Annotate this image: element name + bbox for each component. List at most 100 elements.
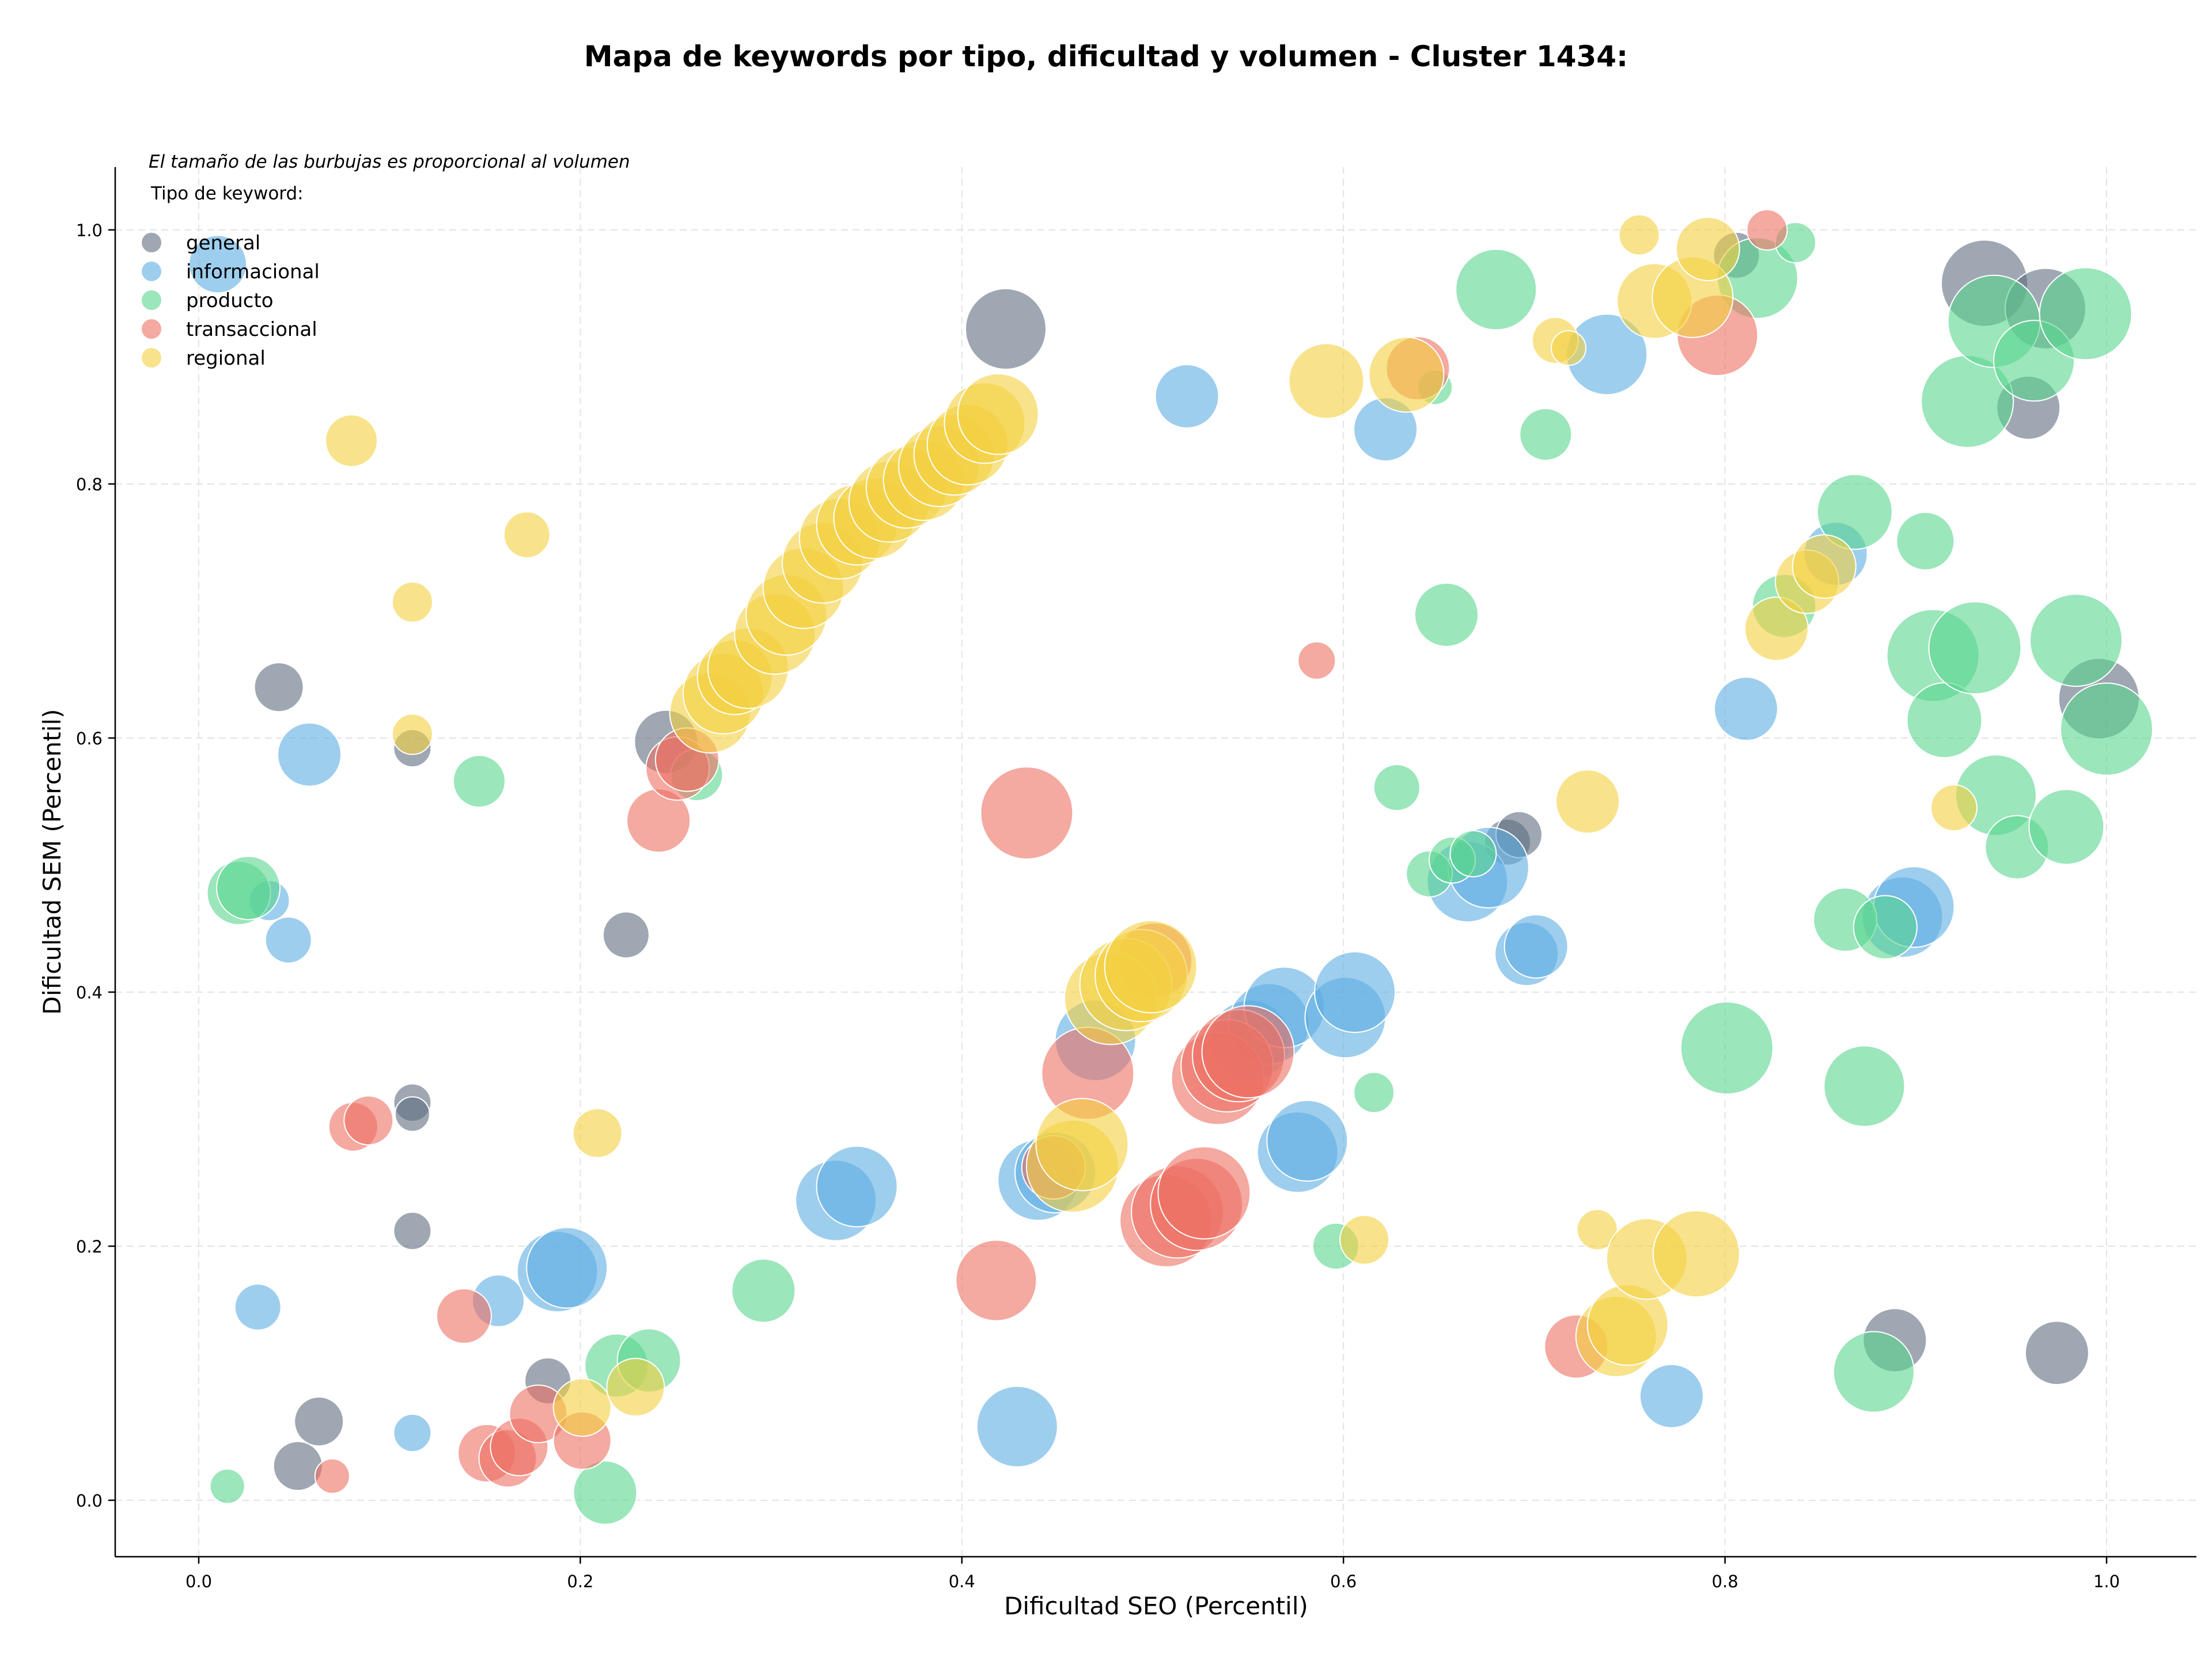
bubble-producto [1519, 408, 1573, 461]
bubble-producto [452, 755, 506, 808]
bubble-transaccional [955, 1239, 1037, 1322]
series-producto [206, 222, 2153, 1525]
y-tick-label: 0.4 [76, 983, 103, 1002]
x-tick-label: 1.0 [2093, 1572, 2120, 1591]
bubble-regional [552, 1378, 612, 1437]
axes [114, 167, 2196, 1558]
y-tick-label: 0.2 [76, 1237, 103, 1257]
bubble-producto [1353, 1072, 1395, 1114]
legend-label-producto: producto [186, 289, 274, 312]
bubble-general [272, 1441, 323, 1491]
y-axis-label: Dificultad SEM (Percentil) [38, 709, 66, 1015]
bubble-transaccional [1157, 1146, 1251, 1240]
bubble-transaccional [343, 1095, 394, 1146]
bubble-regional [572, 1108, 623, 1159]
bubble-informacional [1639, 1364, 1704, 1429]
bubble-informacional [1266, 1100, 1349, 1182]
bubble-regional [1368, 336, 1445, 413]
bubble-producto [2029, 593, 2123, 687]
bubble-producto [573, 1460, 638, 1525]
bubble-regional [606, 1357, 665, 1417]
bubble-regional [1618, 214, 1660, 256]
bubble-informacional [234, 1283, 282, 1331]
bubble-size-note: El tamaño de las burbujas es proporciona… [149, 152, 630, 172]
bubble-producto [1896, 512, 1955, 571]
bubble-regional [1288, 343, 1365, 419]
y-tick-label: 0.0 [76, 1491, 103, 1511]
legend-title: Tipo de keyword: [150, 183, 304, 204]
bubble-regional [1035, 1098, 1129, 1191]
y-tick-label: 1.0 [76, 221, 103, 240]
bubble-transaccional [1297, 641, 1336, 680]
bubble-producto [1414, 582, 1479, 648]
x-tick-label: 0.4 [949, 1572, 975, 1591]
bubble-regional [1555, 769, 1620, 834]
x-tick-label: 0.8 [1712, 1572, 1738, 1591]
series-regional [325, 214, 1978, 1437]
bubble-producto [1823, 1045, 1906, 1127]
bubble-regional [1652, 1210, 1740, 1298]
bubble-informacional [264, 916, 312, 964]
bubble-producto [2028, 789, 2105, 865]
bubble-regional [1104, 920, 1198, 1013]
bubble-informacional [526, 1227, 608, 1309]
legend-marker-transaccional [142, 319, 161, 339]
bubble-producto [1832, 1331, 1915, 1413]
bubble-producto [2039, 267, 2133, 361]
legend-marker-regional [142, 348, 161, 368]
bubble-producto [216, 856, 281, 921]
bubble-regional [1791, 534, 1857, 599]
legend-label-transaccional: transaccional [186, 318, 317, 341]
bubble-general [253, 662, 304, 713]
chart-title: Mapa de keywords por tipo, dificultad y … [584, 40, 1628, 73]
y-tick-label: 0.6 [76, 729, 103, 748]
bubble-regional [1744, 596, 1809, 661]
bubble-transaccional [1746, 209, 1788, 251]
bubble-producto [1816, 474, 1893, 550]
bubble-informacional [976, 1386, 1058, 1468]
bubble-transaccional [1201, 1005, 1295, 1099]
bubble-producto [1928, 601, 2022, 695]
bubble-general [965, 288, 1047, 370]
x-tick-label: 0.2 [567, 1572, 593, 1591]
legend-marker-informacional [142, 262, 161, 281]
bubble-general [394, 1096, 430, 1132]
x-axis-label: Dificultad SEO (Percentil) [1004, 1592, 1308, 1620]
bubble-transaccional [980, 766, 1074, 860]
legend-marker-general [142, 233, 161, 252]
bubble-producto [1455, 248, 1537, 331]
bubble-regional [1930, 784, 1978, 832]
bubble-regional [1675, 217, 1740, 282]
legend-label-general: general [186, 232, 260, 255]
bubble-producto [209, 1468, 245, 1504]
bubble-informacional [393, 1413, 432, 1452]
bubble-informacional [1503, 914, 1569, 979]
bubble-regional [1551, 330, 1586, 366]
bubble-producto [1373, 764, 1421, 811]
legend: Tipo de keyword: general informacional pro… [142, 183, 320, 370]
bubble-regional [1339, 1214, 1390, 1265]
ticks: 0.0 0.2 0.4 0.6 0.8 1.0 0.0 0.2 0.4 0.6 0.8 1.0 [76, 221, 2120, 1591]
bubble-producto [1449, 830, 1497, 877]
bubble-general [294, 1396, 344, 1447]
bubble-regional [503, 511, 551, 559]
bubble-producto [2060, 682, 2153, 776]
legend-label-regional: regional [186, 347, 266, 370]
bubble-general [393, 1212, 432, 1250]
bubble-regional [1576, 1209, 1618, 1251]
bubble-informacional [1154, 364, 1219, 429]
bubble-informacional [1314, 951, 1396, 1033]
bubble-producto [731, 1258, 796, 1323]
bubble-regional [391, 713, 433, 755]
bubble-general [602, 911, 650, 959]
bubble-informacional [1714, 676, 1778, 741]
bubble-producto [1853, 895, 1918, 960]
bubble-regional [391, 581, 433, 623]
bubble-regional [325, 414, 378, 467]
legend-marker-producto [142, 290, 161, 310]
bubble-transaccional [314, 1458, 350, 1494]
x-tick-label: 0.0 [185, 1572, 212, 1591]
series-transaccional [314, 209, 1788, 1494]
y-tick-label: 0.8 [76, 475, 103, 494]
